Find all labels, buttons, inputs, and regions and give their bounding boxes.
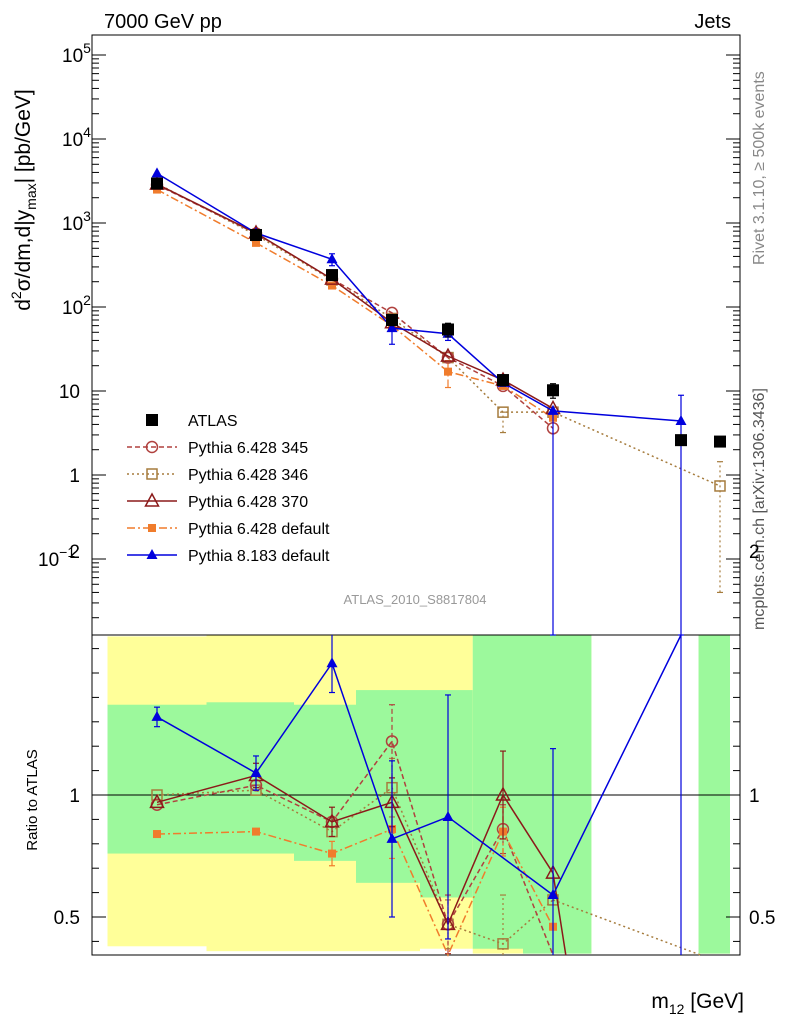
mcplots-label: mcplots.cern.ch [arXiv:1306.3436] [751,388,768,630]
point-atlas-2 [250,228,262,241]
green-band-4 [356,690,420,883]
ratio-bands [107,635,730,954]
series-line-pdef [156,188,554,419]
y-tick-label-6: 10−1 [38,544,75,571]
legend-label-pdef: Pythia 6.428 default [188,521,330,538]
legend-entry-atlas: ATLAS [146,413,238,430]
ratio-tick-label-left-1: 1 [69,786,80,807]
header-left: 7000 GeV pp [104,11,222,33]
ratio-point-p370-6 [495,786,511,801]
legend-marker-p346 [146,468,158,480]
y-tick-label-2: 103 [62,208,91,235]
header-right: Jets [694,11,731,33]
ratio-point-p346-6 [497,938,509,950]
ratio-line-p345 [156,739,504,927]
point-atlas-4 [386,314,398,327]
y-tick-label-1: 104 [62,124,91,151]
ratio-point-pdef-1 [153,830,161,839]
ratio-tick-label-right-1: 1 [749,786,760,807]
legend-marker-p8 [146,549,158,559]
point-p346-8 [714,480,726,492]
point-p8-1 [151,167,163,178]
rivet-label: Rivet 3.1.10, ≥ 500k events [751,71,768,265]
ratio-point-p8-1 [151,710,163,721]
ratio-point-p370-1 [149,793,165,809]
legend-label-p370: Pythia 6.428 370 [188,494,308,511]
analysis-id: ATLAS_2010_S8817804 [344,592,487,607]
ratio-point-pdef-3 [328,849,336,858]
ratio-tick-label-right-0: 2 [749,542,760,563]
legend-marker-pdef [148,524,156,532]
green-band-3 [294,704,356,861]
point-pdef-5 [444,367,452,376]
ratio-series [149,634,701,957]
ratio-point-p8-4 [386,832,398,843]
ratio-point-p8-2 [250,767,262,778]
point-pdef-3 [328,281,336,290]
green-band-5 [420,690,473,898]
legend-entry-pdef: Pythia 6.428 default [127,521,330,538]
ratio-tail-p370 [552,872,567,956]
y-tick-label-3: 102 [62,292,91,319]
ratio-point-p8-6 [547,889,559,900]
ratio-point-pdef-2 [252,827,260,836]
point-atlas-8 [675,434,687,447]
ratio-point-p8-3 [326,657,338,668]
ratio-tail-p345 [502,828,554,956]
series-line-p8 [156,172,682,422]
series-pdef [153,185,557,422]
point-pdef-2 [252,238,260,247]
point-atlas-7 [547,384,559,397]
legend-label-p346: Pythia 6.428 346 [188,467,308,484]
point-atlas-6 [497,374,509,387]
y-tick-label-0: 105 [62,40,91,67]
ratio-tail-p346 [552,899,701,956]
legend-entry-p346: Pythia 6.428 346 [127,467,308,484]
legend-marker-p345 [145,440,159,454]
point-p8-8 [675,414,687,425]
green-band-8 [698,635,730,954]
point-p370-5 [440,347,456,362]
point-p346-6 [497,406,509,418]
y-tick-label-5: 1 [69,466,80,487]
x-axis-label: m12 [GeV] [651,990,744,1017]
ratio-axes: 2 2 1 1 0.5 0.5 [54,542,775,956]
point-p345-5 [441,351,455,364]
ratio-point-p370-3 [324,813,340,828]
ratio-ylabel: Ratio to ATLAS [24,749,41,850]
y-tick-label-4: 10 [59,382,80,403]
point-atlas-1 [151,177,163,190]
legend-entry-p345: Pythia 6.428 345 [127,440,308,457]
legend-label-p8: Pythia 8.183 default [188,548,330,565]
ratio-series-p8 [151,634,682,955]
legend-marker-atlas [146,414,158,426]
legend-entry-p370: Pythia 6.428 370 [127,492,308,511]
ratio-tick-label-right-2: 0.5 [749,908,775,929]
ratio-tick-label-left-0: 2 [69,542,80,563]
series-line-p346 [156,182,721,487]
series-atlas [151,177,726,448]
main-series [149,167,726,636]
point-atlas-3 [326,269,338,282]
legend-entry-p8: Pythia 8.183 default [127,548,330,565]
point-p8-7 [547,404,559,415]
ratio-tick-label-left-2: 0.5 [54,908,80,929]
green-band-6 [472,635,523,949]
ratio-point-p345-4 [385,735,399,748]
point-p8-4 [386,322,398,333]
point-atlas-9 [714,435,726,448]
legend-marker-p370 [144,492,160,507]
main-ylabel: d2σ/dm,d|ymax| [pb/GeV] [8,89,39,311]
series-p345 [150,178,560,435]
legend: ATLAS Pythia 6.428 345 Pythia 6.428 346 Pyt… [127,413,330,565]
point-p8-3 [326,253,338,264]
ratio-point-p8-5 [442,810,454,821]
legend-label-p345: Pythia 6.428 345 [188,440,308,457]
green-band-1 [107,704,207,854]
legend-label-atlas: ATLAS [188,413,238,430]
point-atlas-5 [442,323,454,336]
